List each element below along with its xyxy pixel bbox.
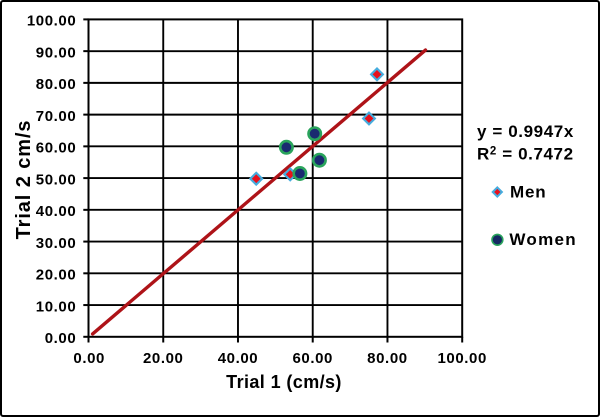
svg-text:90.00: 90.00 — [36, 44, 77, 61]
svg-text:R2 = 0.7472: R2 = 0.7472 — [477, 145, 574, 164]
svg-text:Men: Men — [510, 183, 546, 202]
svg-text:0.00: 0.00 — [45, 330, 77, 347]
svg-text:Trial 1 (cm/s): Trial 1 (cm/s) — [226, 372, 342, 392]
svg-text:Trial 2 cm/s: Trial 2 cm/s — [13, 120, 35, 240]
svg-text:10.00: 10.00 — [36, 298, 77, 315]
svg-text:20.00: 20.00 — [36, 267, 77, 284]
svg-text:80.00: 80.00 — [36, 76, 77, 93]
svg-text:100.00: 100.00 — [27, 13, 76, 30]
svg-text:60.00: 60.00 — [292, 350, 333, 367]
svg-text:100.00: 100.00 — [437, 350, 486, 367]
svg-text:70.00: 70.00 — [36, 108, 77, 125]
svg-text:30.00: 30.00 — [36, 235, 77, 252]
svg-text:0.00: 0.00 — [73, 350, 105, 367]
svg-text:20.00: 20.00 — [143, 350, 184, 367]
svg-text:80.00: 80.00 — [367, 350, 408, 367]
svg-text:40.00: 40.00 — [36, 203, 77, 220]
svg-text:y = 0.9947x: y = 0.9947x — [477, 122, 574, 141]
svg-text:50.00: 50.00 — [36, 171, 77, 188]
svg-text:60.00: 60.00 — [36, 140, 77, 157]
svg-text:40.00: 40.00 — [218, 350, 259, 367]
svg-text:Women: Women — [509, 230, 577, 249]
